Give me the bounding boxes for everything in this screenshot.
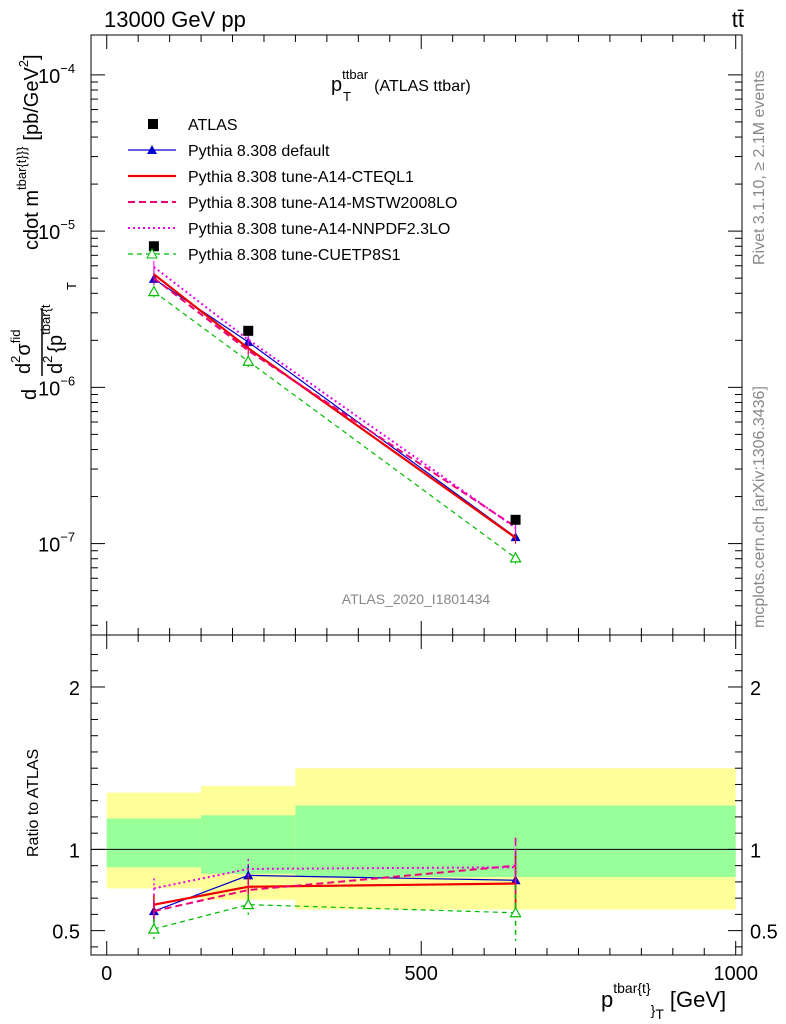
series-point [509,551,522,563]
main-title-suffix: (ATLAS ttbar) [374,78,471,95]
legend-marker [147,145,157,154]
rivet-label: Rivet 3.1.10, ≥ 2.1M events [751,70,768,265]
legend-label: Pythia 8.308 tune-CUETP8S1 [188,247,401,264]
main-title: pttbar (ATLAS ttbar) [331,67,471,96]
ratio-ytick-label-right: 2 [750,678,761,700]
ratio-ytick-label: 1 [69,840,80,862]
svg-text:d2{ptbar{t: d2{ptbar{t [38,304,67,374]
legend: ATLAS Pythia 8.308 default Pythia 8.308 tu… [128,117,457,264]
legend-label: ATLAS [188,117,238,134]
ratio-bands [91,768,742,910]
main-title-p: p [331,74,342,96]
legend-label: Pythia 8.308 tune-A14-CTEQL1 [188,169,414,186]
header-right: tt̄ [732,7,744,32]
header-left: 13000 GeV pp [104,7,246,32]
svg-text:d: d [19,389,41,400]
svg-text:d2σfid: d2σfid [8,330,35,374]
main-axis-ticks: 10−4 10−5 10−6 10−7 [38,35,742,635]
xlabel: ptbar{t}}T[GeV] [601,980,726,1022]
ratio-point [147,922,160,934]
main-series-group [147,241,522,564]
ratio-xtick-label: 500 [405,963,438,985]
legend-marker-data [148,119,158,129]
data-point [243,325,254,336]
ylabel-rest: cdot m [21,190,43,250]
ratio-ylabel: Ratio to ATLAS [25,749,42,857]
series-point [242,354,255,366]
series-line-4 [153,291,516,559]
ratio-ytick-label-right: 1 [750,840,761,862]
legend-label: Pythia 8.308 tune-A14-MSTW2008LO [188,195,457,212]
svg-text:cdot mtbar{t}}}[pb/GeV2]: cdot mtbar{t}}}[pb/GeV2] [14,54,43,250]
main-ytick-label: 10−7 [38,530,75,557]
series-line-2 [153,277,517,528]
ylabel-d2: d [13,363,35,374]
main-ytick-label: 10−6 [38,373,75,400]
ratio-xtick-label: 0 [101,963,112,985]
ratio-panel-frame [90,634,743,956]
series-point [147,285,160,297]
ylabel-d: d [19,389,41,400]
data-point [510,514,521,525]
ratio-point [509,906,522,918]
ratio-series-group [147,837,522,941]
ylabel-den: d [45,363,67,374]
legend-marker [146,247,158,259]
series-line-3 [153,266,517,529]
data-point [148,241,159,252]
ratio-ytick-label: 2 [69,678,80,700]
main-ytick-label: 10−4 [38,61,75,88]
ratio-xtick-label: 1000 [713,963,758,985]
main-title-sub: T [343,89,351,104]
main-title-sup: ttbar [342,67,369,82]
series-line-1 [153,273,517,539]
ratio-line-2 [153,864,516,913]
watermark: ATLAS_2020_I1801434 [342,591,491,607]
ratio-ytick-label: 0.5 [52,922,80,944]
ratio-axis-ticks: 0.5 0.5 1 1 2 2 0 500 1000 [52,635,778,985]
main-ylabel: d d2σfid d2{ptbar{t T cdot mtbar{t}}}[pb… [8,54,79,400]
legend-label: Pythia 8.308 tune-A14-NNPDF2.3LO [188,221,450,238]
ratio-ytick-label-right: 0.5 [750,922,778,944]
band-green [106,818,202,868]
ylabel-sub: T [64,282,79,290]
legend-label: Pythia 8.308 default [188,143,330,160]
ratio-point [242,898,255,910]
mcplots-label: mcplots.cern.ch [arXiv:1306.3436] [751,386,768,628]
main-ytick-label: 10−5 [38,217,75,244]
